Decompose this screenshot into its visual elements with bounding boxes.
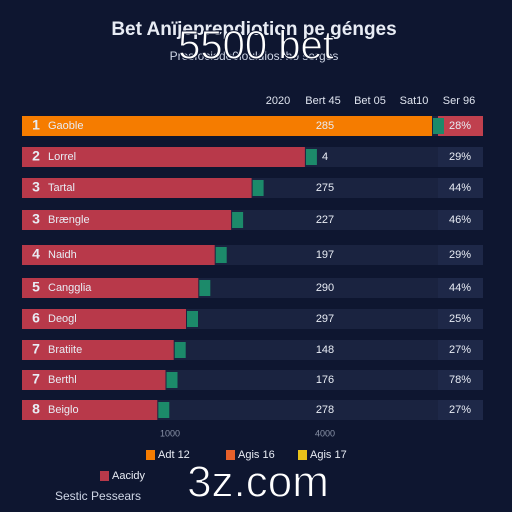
- legend-label: Agis 16: [238, 449, 275, 461]
- column-value: 278: [316, 404, 334, 416]
- watermark: 5500 bet: [178, 24, 334, 68]
- percent-label: 25%: [449, 313, 471, 325]
- axis-label: 1000: [160, 428, 180, 438]
- bar-tag: [174, 342, 186, 358]
- column-value: 290: [316, 282, 334, 294]
- column-header: Bet 05: [354, 95, 386, 107]
- column-header: Sat10: [400, 95, 429, 107]
- percent-label: 29%: [449, 151, 471, 163]
- bar-tag: [252, 180, 264, 196]
- column-header: 2020: [266, 95, 290, 107]
- percent-label: 44%: [449, 282, 471, 294]
- legend-swatch: [100, 471, 109, 481]
- percent-cell: [438, 400, 483, 420]
- percent-label: 78%: [449, 374, 471, 386]
- percent-label: 27%: [449, 404, 471, 416]
- percent-cell: [438, 210, 483, 230]
- bar: [22, 245, 215, 265]
- rank: 3: [32, 179, 40, 195]
- column-value: 285: [316, 120, 334, 132]
- bar: [22, 278, 199, 298]
- legend-label: Agis 17: [310, 449, 347, 461]
- bar: [22, 370, 166, 390]
- percent-cell: [438, 309, 483, 329]
- percent-label: 27%: [449, 344, 471, 356]
- rank: 4: [32, 246, 40, 262]
- axis-label: 4000: [315, 428, 335, 438]
- bar-tag: [215, 247, 227, 263]
- column-value: 297: [316, 313, 334, 325]
- legend-swatch: [226, 450, 235, 460]
- category-label: Tartal: [48, 182, 75, 194]
- percent-cell: [438, 370, 483, 390]
- percent-cell: [438, 245, 483, 265]
- rank: 1: [32, 117, 40, 133]
- rank: 2: [32, 148, 40, 164]
- rank: 3: [32, 211, 40, 227]
- legend-swatch: [146, 450, 155, 460]
- percent-cell: [438, 147, 483, 167]
- bar-tag: [166, 372, 178, 388]
- column-value: 176: [316, 374, 334, 386]
- category-label: Gaoble: [48, 120, 83, 132]
- percent-label: 28%: [449, 120, 471, 132]
- bar-tag: [158, 402, 170, 418]
- footer: 3z.com: [187, 458, 329, 507]
- chart-title: Bet Anïjeprepdiotion pe génges: [111, 19, 396, 40]
- bar-tag: [232, 212, 244, 228]
- category-label: Deogl: [48, 313, 77, 325]
- percent-label: 44%: [449, 182, 471, 194]
- category-label: Beiglo: [48, 404, 79, 416]
- chart-subtitle: Presfocisdo0iouldiosl ho sergos: [170, 49, 339, 63]
- bar-tag: [305, 149, 317, 165]
- category-label: Berthl: [48, 374, 77, 386]
- bar-tag: [433, 118, 444, 134]
- column-value: 197: [316, 249, 334, 261]
- category-label: Bratiite: [48, 344, 82, 356]
- percent-label: 29%: [449, 249, 471, 261]
- bar: [22, 340, 174, 360]
- bar: [22, 309, 186, 329]
- category-label: Brængle: [48, 214, 90, 226]
- category-label: Cangglia: [48, 282, 92, 294]
- category-label: Lorrel: [48, 151, 76, 163]
- rank: 8: [32, 401, 40, 417]
- column-value: 148: [316, 344, 334, 356]
- percent-cell: [438, 278, 483, 298]
- legend-swatch: [298, 450, 307, 460]
- bar: [22, 210, 232, 230]
- legend-title: Sestic Pessears: [55, 489, 141, 503]
- column-value: 4: [322, 151, 328, 163]
- percent-cell: [438, 178, 483, 198]
- legend-label: Adt 12: [158, 449, 190, 461]
- column-value: 227: [316, 214, 334, 226]
- bar: [22, 147, 305, 167]
- rank: 7: [32, 371, 40, 387]
- legend-label: Aacidy: [112, 470, 146, 482]
- percent-cell: [438, 340, 483, 360]
- rank: 5: [32, 279, 40, 295]
- category-label: Naidh: [48, 249, 77, 261]
- bar-tag: [187, 311, 198, 327]
- bar: [22, 178, 252, 198]
- column-value: 275: [316, 182, 334, 194]
- bar: [22, 400, 158, 420]
- bar: [22, 116, 432, 136]
- rank: 6: [32, 310, 40, 326]
- percent-cell: [438, 116, 483, 136]
- bar-tag: [199, 280, 211, 296]
- rows: 2020 Bert 45 Bet 05 Sat10 Ser 961 Gaoble 285 28…: [22, 95, 483, 482]
- rank: 7: [32, 341, 40, 357]
- percent-label: 46%: [449, 214, 471, 226]
- column-header: Ser 96: [443, 95, 475, 107]
- column-header: Bert 45: [305, 95, 340, 107]
